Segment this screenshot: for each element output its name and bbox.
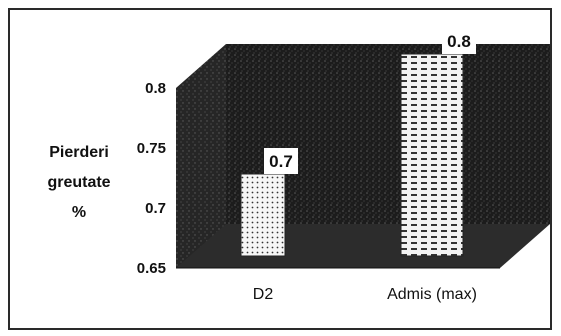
bar-d2 [240, 173, 286, 257]
bar-series: 0.7 0.8 [240, 28, 476, 257]
data-label-box [442, 28, 476, 54]
chart-front-face [176, 88, 226, 268]
data-label: 0.7 [269, 152, 293, 171]
data-label: 0.8 [447, 32, 471, 51]
y-axis-title: Pierderi greutate % [47, 144, 110, 221]
y-axis-ticks: 0.8 0.75 0.7 0.65 [137, 80, 166, 277]
y-tick-label: 0.75 [137, 140, 166, 157]
x-category-label: D2 [253, 286, 274, 303]
y-tick-label: 0.7 [145, 200, 166, 217]
bar-admis-max [400, 53, 464, 257]
y-axis-title-line-1: Pierderi [49, 144, 109, 161]
chart-floor [176, 224, 550, 268]
y-axis-title-line-2: greutate [47, 174, 110, 191]
y-tick-label: 0.8 [145, 80, 166, 97]
x-category-label: Admis (max) [387, 286, 477, 303]
data-label-box [264, 148, 298, 174]
chart-back-wall [226, 44, 550, 224]
x-axis-categories: D2 Admis (max) [253, 286, 477, 303]
y-axis-title-line-3: % [72, 204, 86, 221]
y-tick-label: 0.65 [137, 260, 166, 277]
